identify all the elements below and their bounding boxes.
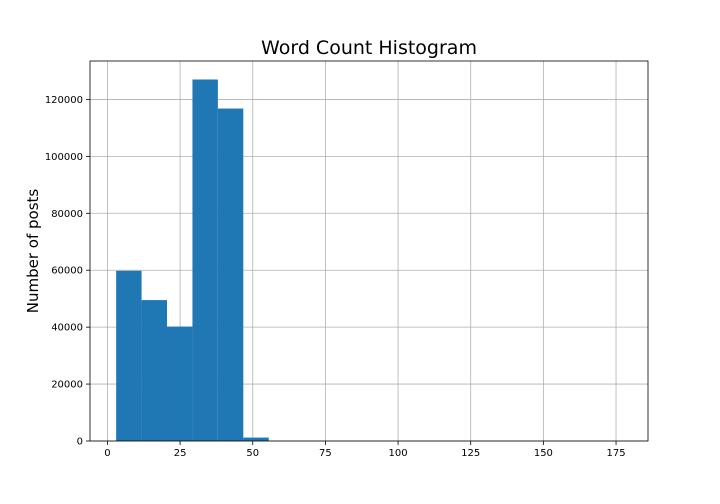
histogram-bar bbox=[167, 326, 193, 441]
histogram-bar bbox=[217, 108, 244, 441]
histogram-bar bbox=[192, 79, 218, 442]
histogram-bar bbox=[243, 437, 269, 441]
x-tick-label: 125 bbox=[461, 448, 480, 459]
y-tick-label: 80000 bbox=[51, 209, 83, 220]
x-tick-label: 100 bbox=[389, 448, 408, 459]
histogram-bar bbox=[116, 270, 142, 441]
x-tick-label: 50 bbox=[246, 448, 259, 459]
histogram-bars bbox=[116, 79, 269, 442]
y-tick-label: 0 bbox=[77, 437, 83, 448]
y-tick-label: 20000 bbox=[51, 380, 83, 391]
histogram-bar bbox=[141, 300, 168, 441]
x-tick-label: 25 bbox=[174, 448, 187, 459]
plot-area-frame bbox=[89, 60, 649, 442]
y-tick-label: 40000 bbox=[51, 323, 83, 334]
y-axis-label: Number of posts bbox=[24, 189, 42, 314]
x-tick-label: 175 bbox=[606, 448, 625, 459]
x-tick-label: 0 bbox=[104, 448, 110, 459]
y-tick-label: 120000 bbox=[45, 95, 83, 106]
y-tick-label: 60000 bbox=[51, 266, 83, 277]
axis-ticks: 0 25 50 75 100 125 150 175 0 20000 40000 60000 80000… bbox=[45, 95, 626, 459]
chart-title: Word Count Histogram bbox=[261, 37, 477, 59]
y-tick-label: 100000 bbox=[45, 152, 83, 163]
x-tick-label: 75 bbox=[319, 448, 332, 459]
x-tick-label: 150 bbox=[534, 448, 553, 459]
